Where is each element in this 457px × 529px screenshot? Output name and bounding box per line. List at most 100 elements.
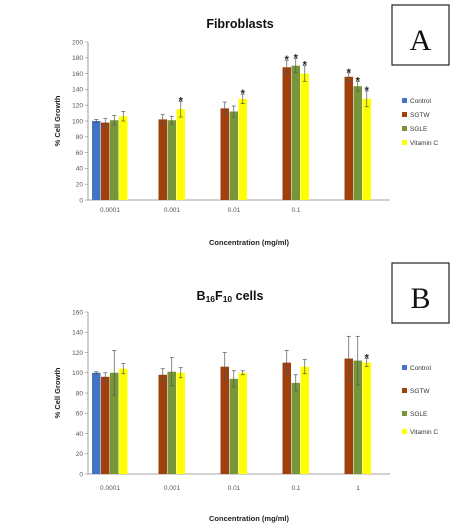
legend-swatch <box>402 429 407 434</box>
bar-sgtw <box>344 76 353 200</box>
bar-sgle <box>291 65 300 200</box>
chart-title-part: F <box>215 289 223 303</box>
legend-entry: Vitamin C <box>410 429 438 436</box>
bar-control <box>92 121 101 200</box>
legend-entry: SGTW <box>410 388 430 395</box>
significance-marker: * <box>241 88 246 100</box>
y-tick-label: 80 <box>76 134 84 141</box>
y-tick-label: 100 <box>72 370 83 377</box>
bar-sgtw <box>344 358 353 474</box>
y-tick-label: 140 <box>72 87 83 94</box>
bar-sgle <box>229 378 238 474</box>
x-tick-label: 0.001 <box>164 207 181 214</box>
y-tick-label: 200 <box>72 39 83 46</box>
x-tick-label: 0.001 <box>164 485 181 492</box>
x-tick-label: 0.0001 <box>100 207 120 214</box>
y-tick-label: 20 <box>76 182 84 189</box>
significance-marker: * <box>303 60 308 72</box>
y-tick-label: 160 <box>72 309 83 316</box>
bar-sgle <box>353 86 362 200</box>
significance-marker: * <box>285 54 290 66</box>
significance-marker: * <box>365 85 370 97</box>
legend-entry: Control <box>410 365 432 372</box>
y-tick-label: 60 <box>76 411 84 418</box>
significance-marker: * <box>365 353 370 365</box>
bar-vitamin-c <box>238 372 247 474</box>
bar-sgtw <box>220 366 229 474</box>
panel-label-box <box>391 262 450 324</box>
bar-vitamin-c <box>176 109 185 200</box>
chart-title: B16F10 cells <box>197 289 264 304</box>
chart-title-part: cells <box>232 289 263 303</box>
x-tick-label: 0.1 <box>291 207 300 214</box>
bar-sgle <box>167 371 176 474</box>
legend-entry: SGTW <box>410 112 430 119</box>
legend-entry: Control <box>410 98 432 105</box>
y-tick-label: 0 <box>79 471 83 478</box>
bar-sgtw <box>282 362 291 474</box>
bar-sgtw <box>282 67 291 200</box>
bar-control <box>92 372 101 474</box>
legend-swatch <box>402 411 407 416</box>
legend-swatch <box>402 126 407 131</box>
bar-sgtw <box>101 122 110 200</box>
legend-entry: SGLE <box>410 411 428 418</box>
chart-title-subscript: 16 <box>206 294 216 304</box>
bar-vitamin-c <box>119 116 128 200</box>
bar-vitamin-c <box>300 73 309 200</box>
x-axis-label: Concentration (mg/ml) <box>209 238 290 247</box>
y-tick-label: 140 <box>72 330 83 337</box>
y-axis-label: % Cell Growth <box>53 95 62 146</box>
significance-marker: * <box>356 76 361 88</box>
x-tick-label: 0.0001 <box>100 485 120 492</box>
chart-title-subscript: 10 <box>223 294 233 304</box>
y-tick-label: 80 <box>76 390 84 397</box>
bar-sgle <box>353 360 362 474</box>
legend-swatch <box>402 365 407 370</box>
bar-vitamin-c <box>362 362 371 474</box>
x-tick-label: 0.01 <box>228 207 241 214</box>
legend-entry: Vitamin C <box>410 140 438 147</box>
y-tick-label: 180 <box>72 55 83 62</box>
legend-swatch <box>402 388 407 393</box>
panel-label: A <box>410 24 432 57</box>
significance-marker: * <box>347 67 352 79</box>
y-axis-label: % Cell Growth <box>53 367 62 418</box>
y-tick-label: 160 <box>72 71 83 78</box>
significance-marker: * <box>179 95 184 107</box>
bar-sgle <box>110 372 119 474</box>
y-tick-label: 100 <box>72 118 83 125</box>
legend-swatch <box>402 140 407 145</box>
y-tick-label: 120 <box>72 350 83 357</box>
x-tick-label: 0.1 <box>291 485 300 492</box>
y-tick-label: 20 <box>76 451 84 458</box>
significance-marker: * <box>294 53 299 65</box>
bar-sgtw <box>220 108 229 200</box>
bar-vitamin-c <box>300 366 309 474</box>
legend-swatch <box>402 98 407 103</box>
y-tick-label: 40 <box>76 431 84 438</box>
x-tick-label: 0.01 <box>228 485 241 492</box>
chart-title: Fibroblasts <box>206 17 273 31</box>
chart-title-part: B <box>197 289 206 303</box>
y-tick-label: 40 <box>76 166 84 173</box>
bar-sgle <box>167 120 176 200</box>
y-tick-label: 60 <box>76 150 84 157</box>
bar-sgtw <box>158 374 167 474</box>
legend-swatch <box>402 112 407 117</box>
x-axis-label: Concentration (mg/ml) <box>209 514 290 523</box>
bar-sgtw <box>101 376 110 474</box>
bar-sgle <box>229 111 238 200</box>
bar-vitamin-c <box>119 368 128 474</box>
bar-sgtw <box>158 119 167 200</box>
bar-sgle <box>110 120 119 200</box>
panel-label: B <box>410 282 430 315</box>
panel-label-box <box>391 4 450 66</box>
bar-sgle <box>291 382 300 474</box>
legend-entry: SGLE <box>410 126 428 133</box>
y-tick-label: 120 <box>72 103 83 110</box>
x-tick-label: 1 <box>356 485 360 492</box>
bar-vitamin-c <box>176 372 185 474</box>
y-tick-label: 0 <box>79 197 83 204</box>
